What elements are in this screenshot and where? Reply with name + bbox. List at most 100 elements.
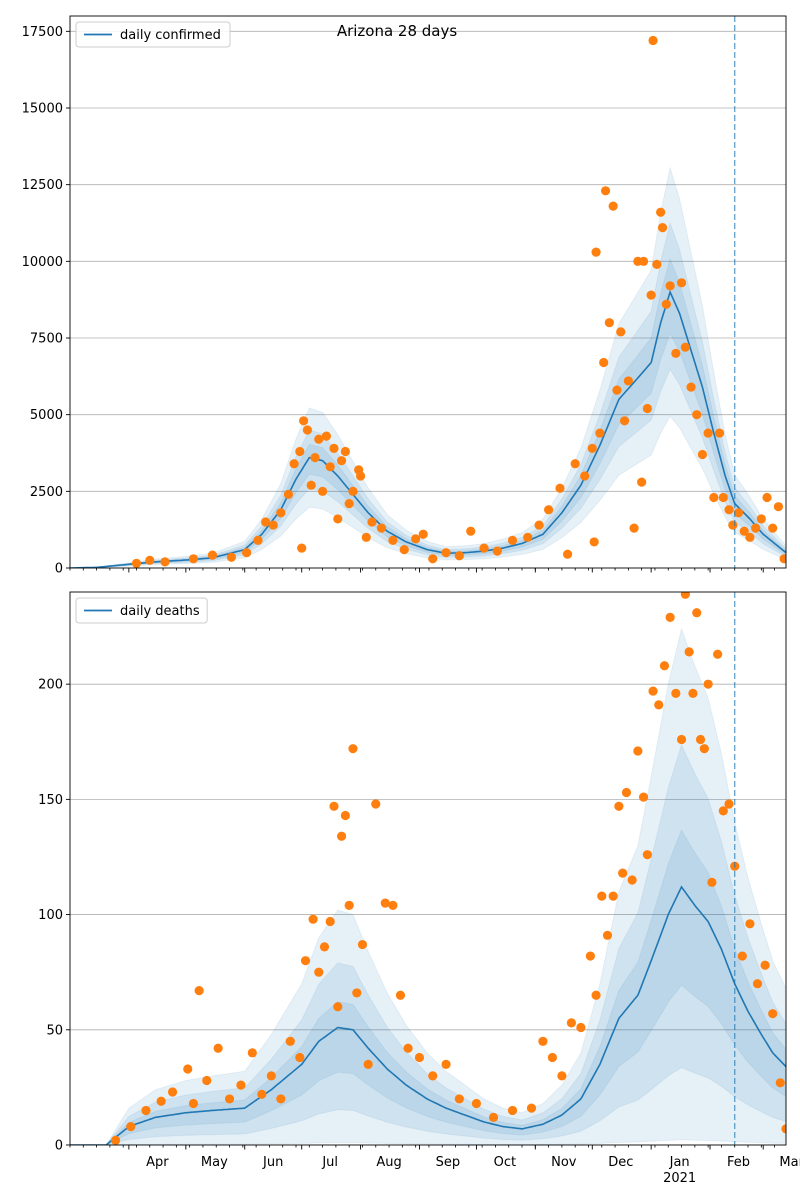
data-point bbox=[363, 1059, 373, 1069]
data-point bbox=[709, 492, 719, 503]
data-point bbox=[308, 914, 318, 924]
axes-frame bbox=[69, 591, 787, 1146]
y-tick-label: 200 bbox=[38, 678, 63, 693]
legend: daily deaths bbox=[75, 597, 208, 624]
data-point bbox=[188, 554, 199, 564]
data-point bbox=[591, 247, 601, 257]
data-point bbox=[538, 1036, 548, 1046]
data-point bbox=[479, 543, 489, 553]
data-point bbox=[253, 535, 263, 546]
data-point bbox=[371, 799, 381, 809]
data-point bbox=[591, 990, 601, 1000]
data-point bbox=[207, 550, 218, 560]
uncertainty-band bbox=[70, 743, 786, 1145]
data-point bbox=[361, 532, 371, 542]
data-point bbox=[555, 483, 565, 493]
x-tick-label: Oct bbox=[494, 1155, 516, 1170]
data-point bbox=[357, 939, 368, 950]
data-point bbox=[676, 278, 687, 288]
x-year-label: 2021 bbox=[663, 1171, 696, 1186]
data-point bbox=[638, 792, 649, 802]
data-point bbox=[329, 801, 339, 811]
data-point bbox=[224, 1094, 235, 1104]
data-point bbox=[638, 256, 649, 266]
data-point bbox=[319, 942, 330, 952]
data-point bbox=[226, 552, 237, 562]
data-point bbox=[718, 806, 728, 816]
data-point bbox=[340, 810, 350, 821]
data-point bbox=[570, 459, 580, 469]
data-point bbox=[688, 688, 698, 698]
data-point bbox=[403, 1043, 413, 1053]
data-point bbox=[428, 554, 438, 564]
data-point bbox=[597, 891, 607, 901]
data-point bbox=[737, 951, 747, 961]
y-tick-label: 12500 bbox=[22, 178, 63, 193]
data-point bbox=[600, 186, 611, 196]
data-point bbox=[608, 891, 618, 901]
data-point bbox=[697, 449, 708, 460]
data-point bbox=[728, 520, 738, 530]
data-point bbox=[317, 486, 328, 496]
data-point bbox=[333, 514, 343, 524]
x-tick-label: Jan bbox=[669, 1155, 690, 1170]
data-point bbox=[652, 259, 662, 269]
data-point bbox=[633, 746, 643, 756]
y-tick-label: 5000 bbox=[30, 408, 63, 423]
data-point bbox=[616, 327, 626, 337]
data-point bbox=[325, 916, 335, 927]
data-point bbox=[768, 523, 778, 533]
data-point bbox=[671, 348, 681, 358]
data-point bbox=[376, 523, 387, 533]
data-point bbox=[657, 223, 668, 233]
data-point bbox=[131, 558, 142, 568]
data-point bbox=[257, 1089, 267, 1099]
data-point bbox=[739, 526, 749, 536]
data-point bbox=[629, 523, 639, 533]
uncertainty-band bbox=[70, 257, 786, 568]
data-point bbox=[557, 1071, 567, 1081]
data-point bbox=[779, 554, 786, 564]
data-point bbox=[614, 801, 624, 811]
y-tick-label: 17500 bbox=[22, 25, 63, 40]
data-point bbox=[156, 1096, 166, 1106]
data-point bbox=[428, 1071, 438, 1081]
data-point bbox=[523, 532, 533, 542]
data-point bbox=[608, 201, 618, 211]
x-tick-label: Apr bbox=[146, 1155, 169, 1170]
data-point bbox=[167, 1087, 178, 1097]
data-point bbox=[441, 548, 451, 558]
data-point bbox=[692, 608, 702, 618]
data-point bbox=[547, 1052, 557, 1063]
data-point bbox=[656, 207, 666, 217]
data-point bbox=[587, 443, 597, 453]
data-point bbox=[336, 456, 347, 466]
data-point bbox=[314, 967, 324, 977]
data-point bbox=[680, 592, 690, 599]
data-point bbox=[562, 549, 573, 559]
data-point bbox=[671, 688, 681, 698]
data-point bbox=[261, 517, 271, 527]
data-point bbox=[724, 799, 734, 809]
data-point bbox=[388, 535, 398, 546]
data-point bbox=[589, 537, 599, 547]
data-point bbox=[454, 551, 464, 561]
y-tick-label: 2500 bbox=[30, 485, 63, 500]
data-point bbox=[604, 318, 614, 328]
y-tick-label: 0 bbox=[55, 562, 63, 577]
data-point bbox=[141, 1105, 151, 1116]
data-point bbox=[648, 35, 658, 46]
data-point bbox=[648, 686, 658, 696]
data-point bbox=[718, 492, 728, 503]
data-point bbox=[654, 700, 664, 710]
data-point bbox=[300, 956, 311, 966]
data-point bbox=[295, 446, 305, 457]
data-point bbox=[756, 514, 766, 524]
data-point bbox=[333, 1002, 343, 1012]
y-tick-label: 10000 bbox=[22, 255, 63, 270]
data-point bbox=[642, 403, 652, 414]
data-point bbox=[637, 477, 647, 487]
data-point bbox=[268, 520, 278, 530]
data-point bbox=[507, 1105, 518, 1116]
